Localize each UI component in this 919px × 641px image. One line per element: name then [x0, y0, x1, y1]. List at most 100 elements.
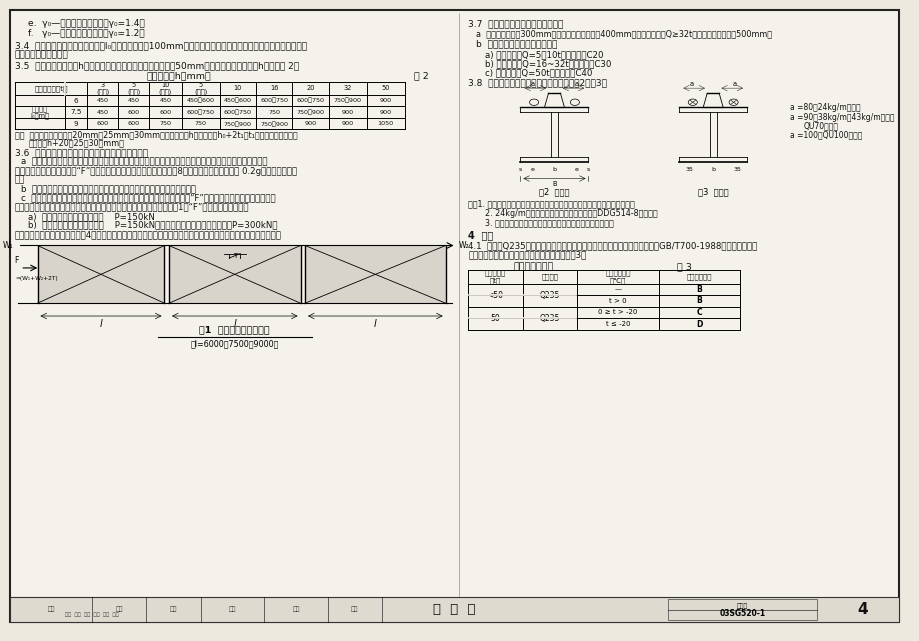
Text: 600: 600: [128, 110, 140, 115]
Text: 750、900: 750、900: [260, 121, 288, 126]
Text: b: b: [710, 167, 714, 172]
Text: a) 吸车起重量Q=5、10t时不宜小于C20: a) 吸车起重量Q=5、10t时不宜小于C20: [484, 50, 603, 59]
Text: —: —: [614, 287, 621, 292]
Text: s: s: [586, 167, 589, 172]
Text: Q235: Q235: [539, 313, 560, 323]
Text: 750、900: 750、900: [334, 98, 361, 103]
Text: 吸车起重量（t）: 吸车起重量（t）: [34, 85, 68, 92]
Text: l: l: [233, 319, 236, 329]
Text: 当超过上述値时，应分别检查第4款中支座板的强度及焼缝的连接强度，不足时可增设专门系杆或采取其他加强措施。: 当超过上述値时，应分别检查第4款中支座板的强度及焼缝的连接强度，不足时可增设专门…: [15, 230, 281, 239]
Text: 900: 900: [304, 121, 316, 126]
Text: e.  γ₀—可变荷载分项系数，γ₀=1.4。: e. γ₀—可变荷载分项系数，γ₀=1.4。: [28, 19, 145, 28]
Text: C: C: [696, 308, 701, 317]
Text: 5
(樱式): 5 (樱式): [127, 81, 140, 96]
Bar: [667, 599, 817, 620]
Text: 3. 采用焼接型时该部位各物尺请参考相关山墙插入筋详图。: 3. 采用焼接型时该部位各物尺请参考相关山墙插入筋详图。: [484, 219, 613, 228]
Text: a: a: [688, 81, 693, 87]
Text: 4.1  吸车按Q235牌号的结构钉进行设计，其钉材质量应符合《碳素结构钓》GB/T700-1988中对钉结构的化: 4.1 吸车按Q235牌号的结构钉进行设计，其钉材质量应符合《碳素结构钓》GB/…: [468, 242, 756, 251]
Text: 图册号: 图册号: [736, 604, 747, 609]
Text: 以考虑其自重等影响。: 以考虑其自重等影响。: [15, 51, 69, 60]
Text: 0 ≥ t > -20: 0 ≥ t > -20: [597, 310, 637, 315]
Text: 吸车梁高度h（mm）: 吸车梁高度h（mm）: [146, 72, 210, 81]
Text: a =100（QU100钉轨）: a =100（QU100钉轨）: [789, 131, 862, 140]
Text: 750: 750: [195, 121, 207, 126]
Text: QU70钉轨）: QU70钉轨）: [803, 122, 838, 131]
Text: 注：  梁支座底板厚度分为20mm、25mm和30mm三种，梁高度h为腹板高度h₀+2t₁（t₁为翼缘板厚），梁总: 注： 梁支座底板厚度分为20mm、25mm和30mm三种，梁高度h为腹板高度h₀…: [15, 130, 297, 139]
Text: 450、600: 450、600: [187, 98, 214, 103]
Text: 600: 600: [159, 110, 171, 115]
Text: e: e: [573, 167, 577, 172]
Text: 7.5: 7.5: [70, 109, 82, 115]
Text: B: B: [696, 285, 702, 294]
Text: 600、750: 600、750: [187, 110, 214, 115]
Text: 900: 900: [341, 121, 354, 126]
Text: s: s: [518, 167, 521, 172]
Text: 审核  三院  校对  汇审  设计  设校: 审核 三院 校对 汇审 设计 设校: [64, 612, 119, 617]
Text: 750、900: 750、900: [296, 110, 324, 115]
Text: 600: 600: [128, 121, 140, 126]
Text: W₁: W₁: [3, 241, 13, 250]
Bar: [10, 597, 898, 622]
Text: b  吸车梁上盖板与柱的连接，按两台起重量相同吸车的横向水平荷载计算。: b 吸车梁上盖板与柱的连接，按两台起重量相同吸车的横向水平荷载计算。: [21, 185, 196, 194]
Text: F: F: [14, 256, 18, 265]
Text: a  吸车梁与支座板的强度及支座板与柱的连接焼缝，均按两台起重量相同吸车的栋向水平荷载和由厂房山墙: a 吸车梁与支座板的强度及支座板与柱的连接焼缝，均按两台起重量相同吸车的栋向水平…: [21, 158, 267, 167]
Text: B: B: [696, 296, 702, 306]
Text: T: T: [233, 253, 236, 259]
Text: 4  材料: 4 材料: [468, 230, 493, 240]
Text: 审核: 审核: [47, 607, 55, 612]
Text: 450: 450: [96, 98, 108, 103]
Text: 汇审: 汇审: [229, 607, 236, 612]
Text: 16: 16: [270, 85, 278, 92]
Text: 三院: 三院: [115, 607, 123, 612]
Text: 10: 10: [233, 85, 242, 92]
Text: 450: 450: [128, 98, 140, 103]
Text: D: D: [696, 319, 702, 329]
Text: 600: 600: [96, 121, 108, 126]
Text: l: l: [373, 319, 376, 329]
Text: 750: 750: [268, 110, 280, 115]
Text: a: a: [530, 81, 534, 87]
Text: 3.4  吸车梁按简支计算，计算跨度l₀取柱中心距减去100mm。本设计为了简化计算，将吸车活荷载乘以增大系数: 3.4 吸车梁按简支计算，计算跨度l₀取柱中心距减去100mm。本设计为了简化计…: [15, 41, 307, 50]
Text: 900: 900: [341, 110, 354, 115]
Text: 4: 4: [857, 602, 868, 617]
Text: a)  边列吸车梁上纵向力设计値    P=150kN: a) 边列吸车梁上纵向力设计値 P=150kN: [28, 212, 155, 221]
Text: 设校: 设校: [351, 607, 358, 612]
Text: 50: 50: [490, 313, 500, 323]
Text: 03SG520-1: 03SG520-1: [719, 609, 765, 618]
Text: 表 2: 表 2: [414, 72, 428, 81]
Text: =(W₁+W₂+2T): =(W₁+W₂+2T): [16, 276, 59, 281]
Text: 钉材牌号: 钉材牌号: [541, 273, 558, 280]
Text: 学成分力学性能规定。钉材质量等级的选用见表3。: 学成分力学性能规定。钉材质量等级的选用见表3。: [468, 251, 586, 260]
Text: 钉构工作温度
（℃）: 钉构工作温度 （℃）: [605, 269, 630, 284]
Text: 采用质量等级: 采用质量等级: [686, 273, 711, 280]
Text: 吸车跨度
l₀（m）: 吸车跨度 l₀（m）: [30, 105, 50, 119]
Text: （l=6000、7500和9000）: （l=6000、7500和9000）: [190, 340, 278, 349]
Text: 750、900: 750、900: [223, 121, 252, 126]
Text: 图3  钒孔型: 图3 钒孔型: [698, 188, 728, 197]
Text: 求。: 求。: [15, 176, 25, 185]
Text: 2. 24kg/m钉轨用于小型形式结构按照细则（DDG514-8）修制。: 2. 24kg/m钉轨用于小型形式结构按照细则（DDG514-8）修制。: [484, 210, 656, 219]
Text: 质量等级选用表: 质量等级选用表: [513, 262, 553, 271]
Text: B: B: [551, 181, 556, 187]
Text: a =80（24kg/m钉轨）: a =80（24kg/m钉轨）: [789, 103, 860, 112]
Text: 750: 750: [159, 121, 171, 126]
Text: 高为表中h+20（25、30）mm。: 高为表中h+20（25、30）mm。: [28, 138, 124, 147]
Text: c  由厂房端山墙结构构件传至吸车梁上的风荷载与吸车横向水平荷载之和“F”値的大小，在工程设计中与厂房: c 由厂房端山墙结构构件传至吸车梁上的风荷载与吸车横向水平荷载之和“F”値的大小…: [21, 194, 276, 203]
Text: a: a: [573, 81, 578, 87]
Text: 表 3: 表 3: [676, 262, 691, 271]
Text: 600、750: 600、750: [296, 98, 324, 103]
Text: 450: 450: [96, 110, 108, 115]
Text: 600、750: 600、750: [260, 98, 288, 103]
Bar: [169, 246, 301, 303]
Text: b: b: [552, 167, 556, 172]
Text: 600、750: 600、750: [223, 110, 252, 115]
Text: 吸车起重量
（t）: 吸车起重量 （t）: [484, 269, 505, 284]
Text: Q235: Q235: [539, 290, 560, 300]
Text: 5
(桥式): 5 (桥式): [194, 81, 207, 96]
Text: W₂: W₂: [458, 241, 469, 250]
Text: 3.8  吸车轨道联结采用以下两种方式，见图2和图3。: 3.8 吸车轨道联结采用以下两种方式，见图2和图3。: [468, 78, 607, 87]
Text: 900: 900: [380, 110, 391, 115]
Text: 校对: 校对: [170, 607, 177, 612]
Text: 6: 6: [74, 97, 78, 104]
Text: t > 0: t > 0: [608, 298, 626, 304]
